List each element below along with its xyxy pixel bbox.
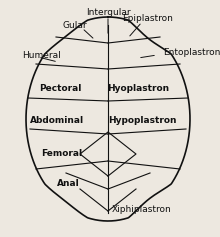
Text: Abdominal: Abdominal [30,115,84,124]
Text: Anal: Anal [57,178,79,187]
Text: Xiphiplastron: Xiphiplastron [112,205,172,214]
Text: Humeral: Humeral [22,50,61,59]
Text: Hyoplastron: Hyoplastron [107,83,169,92]
Text: Entoplastron: Entoplastron [163,47,220,56]
Text: Pectoral: Pectoral [39,83,81,92]
Text: Epiplastron: Epiplastron [123,14,173,23]
Text: Hypoplastron: Hypoplastron [108,115,176,124]
Text: Intergular: Intergular [86,8,130,17]
Text: Femoral: Femoral [41,149,82,158]
Text: Gular: Gular [63,20,87,29]
